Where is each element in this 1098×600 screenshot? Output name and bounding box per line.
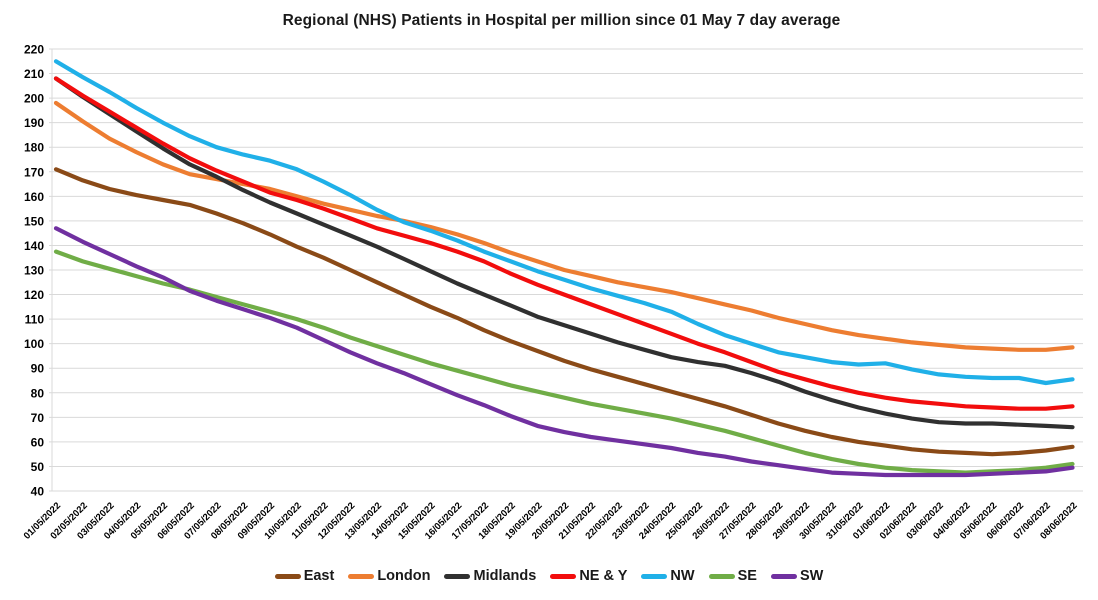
y-axis-tick-label: 180 — [24, 141, 44, 155]
chart-title: Regional (NHS) Patients in Hospital per … — [282, 12, 841, 29]
y-axis-tick-label: 140 — [24, 239, 44, 253]
chart-legend: East London Midlands NE & Y NW SE SW — [0, 568, 1098, 584]
series-line-se — [53, 249, 1075, 475]
series-line-nw — [53, 59, 1075, 386]
legend-item-london: London — [348, 568, 430, 584]
legend-label-east: East — [303, 568, 335, 584]
legend-label-se: SE — [737, 568, 757, 584]
legend-label-sw: SW — [799, 568, 824, 584]
legend-swatch-midlands — [444, 573, 471, 579]
series-line-ne-y — [53, 76, 1075, 411]
y-axis-tick-label: 80 — [31, 386, 45, 400]
legend-item-nw: NW — [641, 568, 695, 584]
legend-label-midlands: Midlands — [473, 568, 537, 584]
y-axis-tick-label: 100 — [24, 337, 44, 351]
y-axis-tick-label: 90 — [31, 362, 45, 376]
y-axis-tick-label: 220 — [24, 43, 44, 57]
y-axis-tick-label: 60 — [31, 435, 45, 449]
y-axis-tick-label: 210 — [24, 67, 44, 81]
y-axis-tick-label: 40 — [31, 485, 45, 499]
series-line-sw — [53, 226, 1075, 478]
y-axis-tick-label: 110 — [25, 313, 45, 327]
legend-label-ne-y: NE & Y — [579, 568, 628, 584]
legend-label-london: London — [377, 568, 431, 584]
legend-swatch-east — [274, 573, 301, 579]
legend-item-east: East — [274, 568, 335, 584]
y-axis-tick-label: 160 — [24, 190, 44, 204]
y-axis-tick-label: 200 — [24, 92, 44, 106]
legend-swatch-london — [348, 573, 375, 579]
legend-swatch-ne-y — [550, 573, 577, 579]
legend-item-midlands: Midlands — [444, 568, 536, 584]
series-line-midlands — [53, 76, 1075, 430]
series-line-london — [53, 100, 1075, 352]
y-axis-tick-label: 70 — [31, 411, 45, 425]
legend-label-nw: NW — [670, 568, 695, 584]
legend-swatch-nw — [641, 573, 668, 579]
legend-swatch-se — [708, 573, 735, 579]
y-axis-tick-label: 190 — [24, 116, 44, 130]
y-axis-tick-label: 120 — [24, 288, 44, 302]
series-line-east — [53, 167, 1075, 457]
legend-item-sw: SW — [770, 568, 824, 584]
y-axis-tick-label: 170 — [24, 165, 44, 179]
legend-item-ne-y: NE & Y — [550, 568, 627, 584]
legend-swatch-sw — [770, 573, 797, 579]
y-axis-tick-label: 50 — [31, 460, 45, 474]
y-axis-tick-label: 150 — [24, 214, 44, 228]
y-axis-tick-label: 130 — [24, 264, 44, 278]
legend-item-se: SE — [708, 568, 757, 584]
